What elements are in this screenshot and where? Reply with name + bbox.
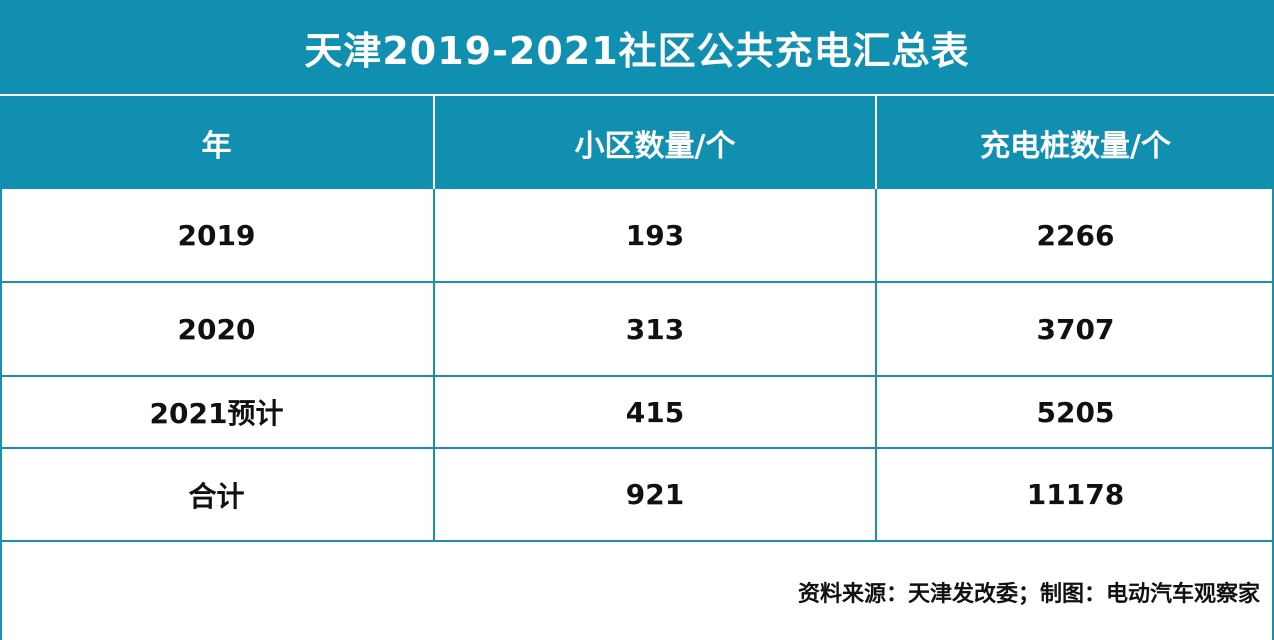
table-row: 2019 193 2266 xyxy=(0,189,1274,283)
cell-community-count: 193 xyxy=(435,189,877,281)
cell-total-charger-count: 11178 xyxy=(1026,478,1125,511)
table-footer: 资料来源：天津发改委；制图：电动汽车观察家 xyxy=(0,542,1274,640)
cell-year: 2021预计 xyxy=(0,377,435,447)
cell-year: 2020 xyxy=(0,283,435,375)
table-row-total: 合计 921 11178 xyxy=(0,449,1274,542)
cell-charger-count: 3707 xyxy=(1036,312,1115,346)
header-community-count: 小区数量/个 xyxy=(435,96,877,189)
table-row: 2021预计 415 5205 xyxy=(0,377,1274,449)
cell-total-label: 合计 xyxy=(0,449,435,540)
cell-community-count: 415 xyxy=(435,377,877,447)
cell-total-community-count: 921 xyxy=(435,449,877,540)
cell-charger-count: 5205 xyxy=(1036,395,1115,429)
source-note: 资料来源：天津发改委；制图：电动汽车观察家 xyxy=(797,582,1260,607)
cell-community-count: 313 xyxy=(435,283,877,375)
cell-year: 2019 xyxy=(0,189,435,281)
cell-charger-count: 2266 xyxy=(1036,218,1115,252)
data-table: 年 小区数量/个 充电桩数量/个 2019 193 2266 2020 313 … xyxy=(0,94,1274,542)
header-year: 年 xyxy=(0,96,435,189)
table-title: 天津2019-2021社区公共充电汇总表 xyxy=(0,0,1274,94)
table-row: 2020 313 3707 xyxy=(0,283,1274,377)
table-header-row: 年 小区数量/个 充电桩数量/个 xyxy=(0,94,1274,189)
header-charger-count: 充电桩数量/个 xyxy=(980,128,1171,164)
